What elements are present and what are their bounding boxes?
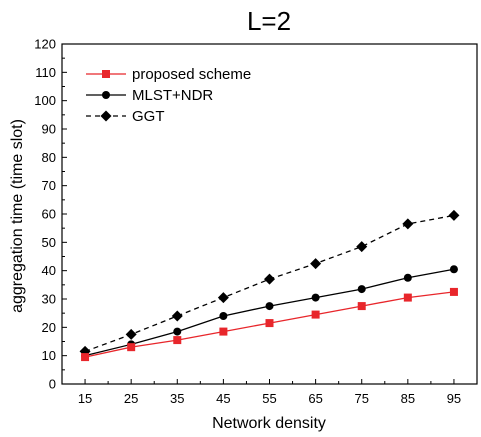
y-tick-label: 60 [42, 207, 56, 222]
data-point-ggt [171, 310, 183, 322]
data-point-proposed-scheme [127, 343, 136, 352]
x-tick-label: 45 [216, 391, 230, 406]
x-tick-label: 15 [78, 391, 92, 406]
y-tick-label: 10 [42, 348, 56, 363]
legend-label: MLST+NDR [132, 87, 213, 104]
y-tick-label: 120 [34, 37, 56, 52]
y-tick-label: 20 [42, 320, 56, 335]
x-tick-label: 55 [262, 391, 276, 406]
data-point-mlst-ndr [403, 273, 412, 282]
series-proposed-scheme [81, 287, 458, 362]
y-tick-label: 40 [42, 263, 56, 278]
x-tick-label: 65 [308, 391, 322, 406]
y-tick-label: 0 [49, 377, 56, 392]
data-point-proposed-scheme [311, 310, 320, 319]
x-tick-label: 25 [124, 391, 138, 406]
data-point-proposed-scheme [81, 353, 90, 362]
y-tick-label: 80 [42, 150, 56, 165]
data-point-mlst-ndr [311, 293, 320, 302]
data-point-ggt [448, 209, 460, 221]
legend-marker-square [102, 70, 110, 78]
x-tick-label: 95 [447, 391, 461, 406]
y-axis-title: aggregation time (time slot) [9, 119, 26, 313]
legend: proposed scheme MLST+NDR GGT [86, 66, 251, 125]
axes: 0 10 20 30 40 50 60 70 80 90 100 110 120 15 25 35 45 55 65… [34, 37, 461, 407]
x-axis-title: Network density [212, 415, 326, 432]
data-point-ggt [310, 258, 322, 270]
data-point-ggt [356, 241, 368, 253]
y-tick-label: 70 [42, 178, 56, 193]
x-tick-label: 35 [170, 391, 184, 406]
x-tick-label: 75 [354, 391, 368, 406]
legend-marker-circle [102, 91, 110, 99]
data-point-mlst-ndr [219, 312, 228, 320]
data-point-ggt [402, 218, 414, 230]
legend-item-mlst-ndr: MLST+NDR [86, 87, 213, 104]
data-point-mlst-ndr [357, 285, 366, 294]
data-point-ggt [125, 328, 137, 340]
data-point-proposed-scheme [173, 336, 182, 345]
chart-title: L=2 [247, 6, 291, 36]
series-ggt [79, 209, 460, 357]
data-point-mlst-ndr [173, 327, 182, 336]
data-point-proposed-scheme [403, 293, 412, 302]
series-layer [79, 209, 460, 362]
legend-marker-diamond [100, 110, 112, 122]
legend-label: GGT [132, 108, 165, 125]
data-point-mlst-ndr [265, 302, 274, 311]
data-point-ggt [264, 273, 275, 285]
legend-item-proposed-scheme: proposed scheme [86, 66, 251, 83]
legend-label: proposed scheme [132, 66, 251, 83]
y-tick-label: 90 [42, 122, 56, 137]
data-point-mlst-ndr [449, 265, 458, 274]
data-point-proposed-scheme [449, 287, 458, 296]
data-point-ggt [217, 292, 229, 304]
data-point-proposed-scheme [357, 302, 366, 311]
y-tick-label: 100 [34, 93, 56, 108]
y-tick-label: 30 [42, 292, 56, 307]
x-tick-label: 85 [401, 391, 415, 406]
data-point-proposed-scheme [265, 319, 274, 328]
y-tick-label: 110 [35, 65, 56, 80]
legend-item-ggt: GGT [86, 108, 165, 125]
data-point-proposed-scheme [219, 327, 228, 336]
y-tick-label: 50 [42, 235, 56, 250]
